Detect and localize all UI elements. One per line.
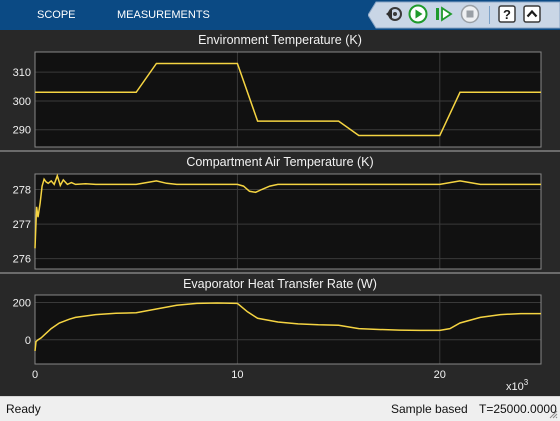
step-forward-icon — [436, 6, 453, 22]
gear-step-back-icon — [386, 7, 402, 21]
plot-panel-compartment-air-temperature: Compartment Air Temperature (K) 278 277 27… — [0, 152, 560, 272]
x-tick-label: 10 — [231, 369, 243, 381]
y-tick-labels: 310 300 290 — [13, 67, 31, 137]
plot-axes-background — [35, 295, 541, 364]
resize-grip-icon[interactable] — [549, 410, 558, 419]
evaporator-heat-transfer-rate-line — [34, 302, 541, 351]
stop-button[interactable] — [460, 4, 480, 24]
y-tick-label: 290 — [13, 125, 31, 137]
plot-axes-frame — [34, 51, 542, 148]
plot-axes-background — [35, 174, 541, 269]
compartment-air-temperature-line — [34, 173, 541, 249]
environment-temperature-line — [35, 62, 541, 137]
plot-title: Compartment Air Temperature (K) — [186, 155, 374, 169]
collapse-icon — [523, 5, 541, 23]
simulation-time-readout: T=25000.0000 — [479, 402, 557, 416]
plot-panel-environment-temperature: Environment Temperature (K) 310 300 290 — [0, 30, 560, 150]
plot-axes-background — [35, 52, 541, 147]
help-icon: ? — [498, 5, 516, 23]
step-forward-button[interactable] — [434, 4, 454, 24]
toolbar-separator — [489, 6, 490, 24]
x-tick-label: 0 — [32, 369, 38, 381]
y-tick-labels: 278 277 276 — [13, 185, 31, 266]
panel-divider — [0, 272, 560, 274]
status-bar: Ready Sample based T=25000.0000 — [0, 396, 560, 421]
y-tick-label: 0 — [25, 335, 31, 347]
x-tick-labels: 0 10 20 — [32, 369, 446, 381]
x-tick-label: 20 — [434, 369, 446, 381]
y-tick-label: 277 — [13, 219, 31, 231]
y-tick-label: 310 — [13, 67, 31, 79]
plot-title: Evaporator Heat Transfer Rate (W) — [183, 277, 377, 291]
tab-scope[interactable]: SCOPE — [37, 9, 76, 21]
compartment-air-temperature-plot[interactable]: 278 277 276 — [0, 152, 560, 272]
help-button[interactable]: ? — [497, 4, 517, 24]
scope-toolbar: SCOPE MEASUREMENTS — [0, 0, 560, 30]
plot-panel-evaporator-heat-transfer-rate: Evaporator Heat Transfer Rate (W) 200 0 0… — [0, 274, 560, 396]
svg-text:?: ? — [503, 7, 511, 22]
y-tick-label: 278 — [13, 185, 31, 197]
tab-measurements[interactable]: MEASUREMENTS — [117, 9, 210, 21]
step-back-button[interactable] — [384, 4, 404, 24]
stop-icon — [460, 4, 480, 24]
plot-title: Environment Temperature (K) — [198, 33, 362, 47]
y-tick-label: 300 — [13, 96, 31, 108]
panel-divider — [0, 150, 560, 152]
toolbar-controls: ? — [367, 1, 560, 29]
status-text: Ready — [6, 402, 41, 416]
y-tick-label: 200 — [13, 297, 31, 309]
plot-gridlines — [34, 295, 541, 364]
y-tick-label: 276 — [13, 254, 31, 266]
collapse-toolstrip-button[interactable] — [522, 4, 542, 24]
run-icon — [408, 4, 428, 24]
environment-temperature-plot[interactable]: 310 300 290 — [0, 30, 560, 150]
scope-display: Environment Temperature (K) 310 300 290 Co… — [0, 30, 560, 396]
run-button[interactable] — [408, 4, 428, 24]
plot-axes-frame — [34, 294, 542, 365]
sample-mode-label: Sample based — [391, 402, 468, 416]
plot-gridlines — [34, 174, 541, 269]
x-axis-multiplier: x103 — [506, 378, 529, 393]
